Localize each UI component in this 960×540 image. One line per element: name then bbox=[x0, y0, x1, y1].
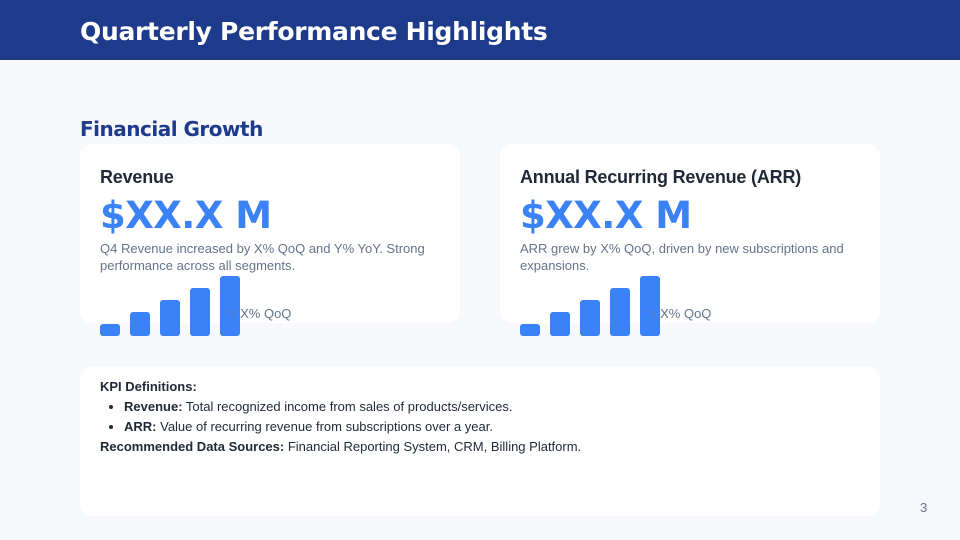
card-title: Revenue bbox=[100, 167, 174, 187]
kpi-term: Revenue: bbox=[124, 399, 183, 414]
list-item: ARR: Value of recurring revenue from sub… bbox=[124, 417, 860, 437]
page-number: 3 bbox=[920, 500, 928, 515]
bar bbox=[220, 276, 240, 336]
bar bbox=[100, 324, 120, 336]
bar bbox=[550, 312, 570, 336]
kpi-heading: KPI Definitions: bbox=[100, 379, 197, 394]
trend-label: ↑ X% QoQ bbox=[230, 306, 292, 321]
bar bbox=[130, 312, 150, 336]
kpi-definition: Value of recurring revenue from subscrip… bbox=[156, 419, 493, 434]
kpi-term: ARR: bbox=[124, 419, 157, 434]
section-title: Financial Growth bbox=[80, 117, 263, 141]
bar bbox=[610, 288, 630, 336]
page-title: Quarterly Performance Highlights bbox=[80, 17, 548, 46]
list-item: Revenue: Total recognized income from sa… bbox=[124, 397, 860, 417]
sources-text: Financial Reporting System, CRM, Billing… bbox=[284, 439, 582, 454]
header-bar: Quarterly Performance Highlights bbox=[0, 0, 960, 60]
bar bbox=[520, 324, 540, 336]
kpi-definitions-panel: KPI Definitions: Revenue: Total recogniz… bbox=[80, 367, 880, 516]
bar bbox=[640, 276, 660, 336]
bar bbox=[160, 300, 180, 336]
card-description: ARR grew by X% QoQ, driven by new subscr… bbox=[520, 241, 844, 273]
card-value: $XX.X M bbox=[520, 194, 692, 237]
kpi-list: Revenue: Total recognized income from sa… bbox=[100, 397, 860, 437]
card-title: Annual Recurring Revenue (ARR) bbox=[520, 167, 802, 187]
revenue-card: Revenue $XX.X M Q4 Revenue increased by … bbox=[80, 144, 460, 336]
bar bbox=[580, 300, 600, 336]
mini-bar-chart bbox=[100, 276, 240, 336]
arr-card: Annual Recurring Revenue (ARR) $XX.X M A… bbox=[500, 144, 880, 336]
mini-bar-chart bbox=[520, 276, 660, 336]
bar bbox=[190, 288, 210, 336]
sources-label: Recommended Data Sources: bbox=[100, 439, 285, 454]
kpi-definition: Total recognized income from sales of pr… bbox=[182, 399, 513, 414]
card-value: $XX.X M bbox=[100, 194, 272, 237]
trend-label: ↑ X% QoQ bbox=[650, 306, 712, 321]
card-description: Q4 Revenue increased by X% QoQ and Y% Yo… bbox=[100, 241, 425, 273]
